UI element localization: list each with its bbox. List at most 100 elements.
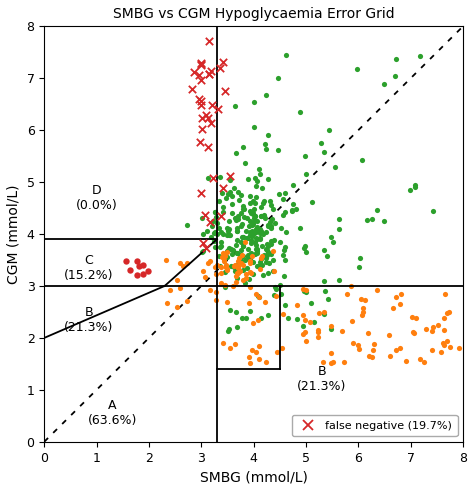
Point: [392, 346, 400, 354]
Point: [220, 256, 228, 264]
Point: [264, 175, 271, 183]
Point: [250, 270, 257, 278]
Point: [253, 177, 261, 185]
Point: [249, 221, 256, 229]
Point: [228, 209, 236, 217]
Point: [217, 263, 225, 271]
Point: [213, 262, 220, 270]
Point: [269, 247, 277, 255]
Point: [198, 214, 205, 221]
Point: [264, 131, 272, 139]
Point: [275, 191, 283, 198]
Point: [252, 246, 260, 253]
Point: [216, 224, 223, 232]
Point: [411, 183, 419, 191]
Point: [220, 257, 228, 265]
Point: [439, 339, 447, 347]
Point: [365, 352, 373, 360]
Point: [240, 213, 248, 221]
Point: [262, 245, 270, 252]
Point: [248, 346, 256, 354]
Point: [257, 254, 265, 262]
Point: [396, 300, 404, 308]
Point: [252, 348, 260, 356]
Point: [445, 308, 452, 316]
Point: [200, 247, 207, 255]
Point: [310, 318, 317, 326]
Point: [234, 212, 242, 219]
Point: [402, 357, 410, 365]
Point: [237, 222, 245, 230]
Point: [255, 165, 263, 173]
Point: [296, 224, 304, 232]
Point: [251, 238, 258, 246]
Point: [257, 314, 264, 322]
Point: [255, 293, 263, 301]
Point: [233, 269, 241, 277]
Point: [183, 259, 191, 267]
Point: [330, 358, 337, 366]
Point: [364, 216, 371, 223]
X-axis label: SMBG (mmol/L): SMBG (mmol/L): [200, 470, 308, 484]
Point: [325, 126, 333, 134]
Point: [392, 293, 400, 300]
Point: [222, 263, 230, 271]
Point: [201, 273, 209, 280]
Point: [279, 195, 286, 203]
Point: [209, 217, 217, 224]
Point: [246, 217, 254, 225]
Point: [301, 152, 309, 160]
Point: [241, 160, 248, 167]
Point: [198, 58, 205, 66]
Point: [335, 225, 343, 233]
Point: [299, 322, 306, 330]
Point: [173, 303, 181, 311]
Point: [221, 281, 229, 289]
Point: [239, 251, 247, 259]
Point: [243, 264, 250, 272]
Point: [231, 214, 239, 221]
Point: [302, 288, 310, 296]
Point: [202, 245, 210, 252]
Point: [320, 148, 328, 156]
Point: [281, 272, 288, 280]
Point: [197, 189, 204, 197]
Point: [398, 290, 405, 298]
Point: [278, 224, 285, 232]
Point: [230, 262, 237, 270]
Point: [205, 37, 212, 45]
Point: [176, 259, 183, 267]
Point: [321, 287, 329, 295]
Point: [221, 252, 228, 260]
Point: [226, 218, 233, 225]
Point: [246, 199, 254, 207]
Point: [207, 67, 215, 75]
Point: [229, 282, 237, 290]
Point: [263, 258, 270, 266]
Point: [320, 308, 328, 316]
Point: [370, 346, 377, 354]
Point: [242, 314, 249, 322]
Point: [217, 212, 225, 220]
Point: [200, 230, 207, 238]
Point: [253, 223, 261, 231]
Point: [252, 250, 259, 258]
Point: [252, 192, 260, 200]
Point: [242, 274, 249, 282]
Point: [250, 217, 257, 224]
Point: [264, 270, 272, 277]
Point: [239, 143, 247, 151]
Point: [269, 205, 277, 213]
Point: [257, 235, 264, 243]
Point: [323, 252, 330, 260]
Point: [218, 228, 225, 236]
Point: [356, 254, 364, 262]
Point: [422, 325, 430, 332]
Point: [201, 212, 209, 219]
Point: [373, 286, 381, 294]
Point: [216, 64, 224, 72]
Point: [328, 322, 335, 330]
Point: [417, 53, 424, 60]
Point: [162, 256, 169, 264]
Point: [212, 288, 220, 296]
